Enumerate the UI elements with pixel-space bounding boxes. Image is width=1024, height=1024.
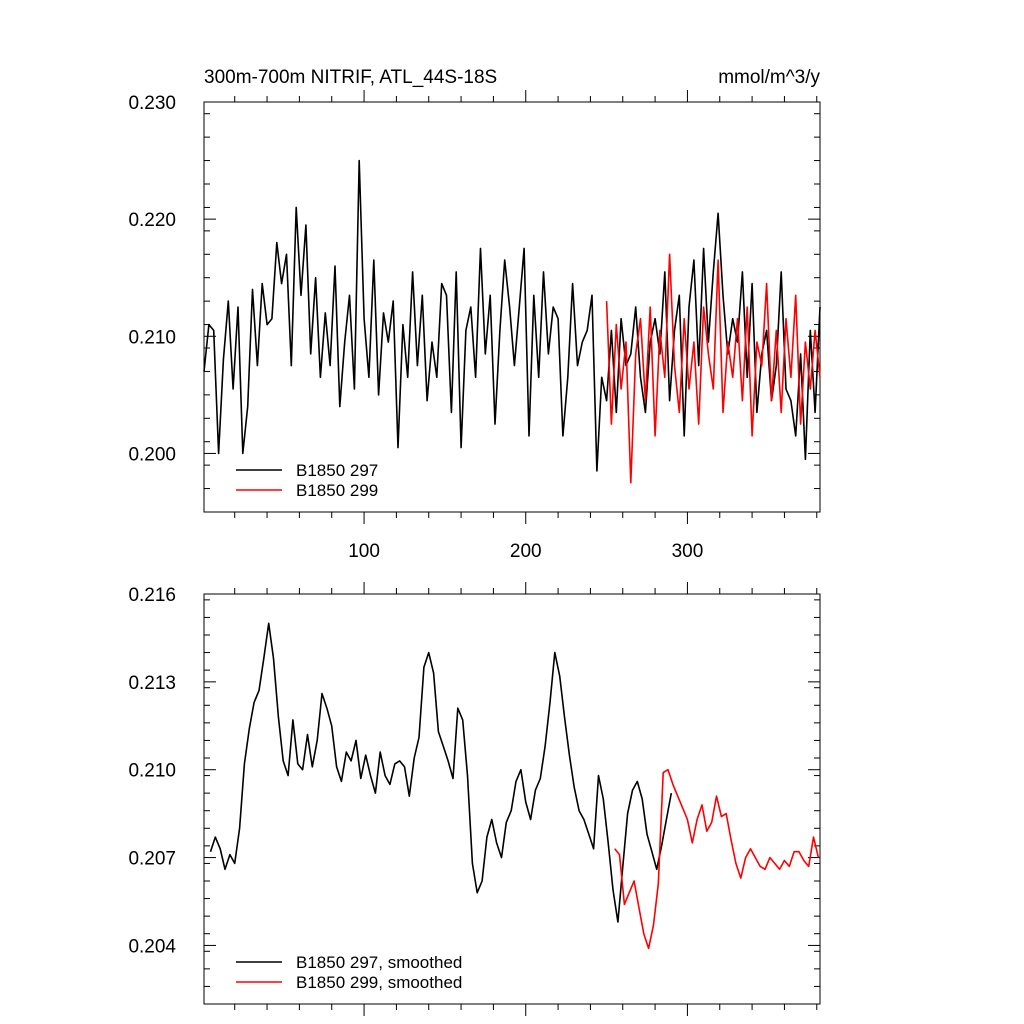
y-tick-label: 0.210 xyxy=(128,761,176,782)
x-tick-label: 100 xyxy=(348,541,380,562)
y-tick-label: 0.204 xyxy=(128,936,176,957)
axis-ticks: 0.200 0.210 0.220 0.230 100 200 300 xyxy=(128,90,820,562)
y-tick-label: 0.200 xyxy=(128,444,176,465)
legend-label: B1850 297, smoothed xyxy=(296,953,462,972)
y-tick-label: 0.207 xyxy=(128,849,176,870)
legend: B1850 297, smoothed B1850 299, smoothed xyxy=(236,953,462,992)
series-group xyxy=(209,622,820,950)
chart-title: 300m-700m NITRIF, ATL_44S-18S xyxy=(204,67,497,88)
axis-ticks: 0.204 0.207 0.210 0.213 0.216 xyxy=(128,582,820,1016)
plot-frame xyxy=(203,101,821,513)
y-tick-label: 0.213 xyxy=(128,673,176,694)
x-tick-label: 300 xyxy=(672,541,704,562)
y-tick-label: 0.220 xyxy=(128,210,176,231)
bottom-panel: 0.204 0.207 0.210 0.213 0.216 B1850 297, smo… xyxy=(128,582,821,1016)
x-tick-label: 200 xyxy=(510,541,542,562)
series-group xyxy=(203,159,821,484)
legend-label: B1850 297 xyxy=(296,461,378,480)
legend: B1850 297 B1850 299 xyxy=(236,461,378,500)
y-tick-label: 0.210 xyxy=(128,327,176,348)
series-line-red xyxy=(605,253,821,484)
y-tick-label: 0.230 xyxy=(128,93,176,114)
legend-label: B1850 299, smoothed xyxy=(296,973,462,992)
top-panel: 300m-700m NITRIF, ATL_44S-18S mmol/m^3/y… xyxy=(128,67,821,562)
series-line-black xyxy=(209,622,673,923)
y-tick-label: 0.216 xyxy=(128,585,176,606)
legend-label: B1850 299 xyxy=(296,481,378,500)
series-line-black xyxy=(203,159,821,472)
units-label: mmol/m^3/y xyxy=(718,67,820,88)
plot-frame xyxy=(203,593,821,1005)
series-line-red xyxy=(614,768,820,950)
